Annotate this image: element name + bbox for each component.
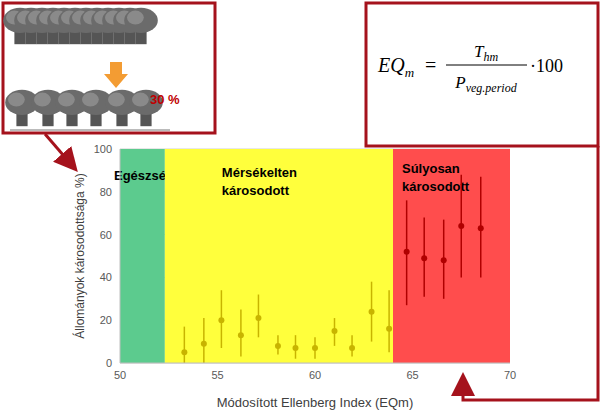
svg-text:·100: ·100	[530, 56, 563, 76]
svg-text:Mérsékeltenkárosodott: Mérsékeltenkárosodott	[222, 165, 297, 198]
svg-text:30 %: 30 %	[150, 92, 180, 107]
svg-text:EQm: EQm	[377, 54, 414, 80]
svg-text:Thm: Thm	[474, 42, 498, 64]
svg-text:65: 65	[406, 369, 418, 381]
svg-text:80: 80	[100, 186, 112, 198]
svg-text:Súlyosankárosodott: Súlyosankárosodott	[402, 161, 470, 194]
svg-text:0: 0	[106, 357, 112, 369]
svg-text:=: =	[425, 54, 436, 76]
svg-text:60: 60	[309, 369, 321, 381]
svg-text:70: 70	[504, 369, 516, 381]
svg-text:Pveg.period: Pveg.period	[454, 73, 517, 95]
svg-text:50: 50	[114, 369, 126, 381]
svg-text:55: 55	[211, 369, 223, 381]
svg-text:Egészséges: Egészséges	[114, 168, 189, 183]
svg-text:Állományok károsodottsága %): Állományok károsodottsága %)	[72, 173, 87, 338]
svg-text:20: 20	[100, 314, 112, 326]
svg-text:Módosított Ellenberg Index (EQ: Módosított Ellenberg Index (EQm)	[217, 395, 414, 410]
svg-text:60: 60	[100, 229, 112, 241]
svg-text:40: 40	[100, 271, 112, 283]
svg-text:100: 100	[94, 143, 112, 155]
